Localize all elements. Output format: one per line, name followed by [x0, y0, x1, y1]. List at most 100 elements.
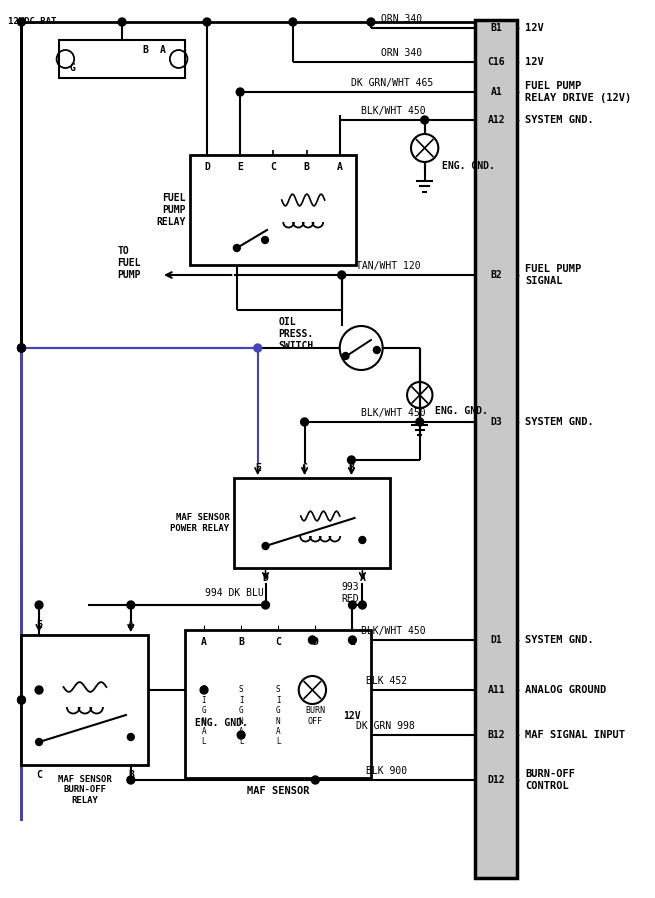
- Text: TAN/WHT 120: TAN/WHT 120: [356, 261, 421, 271]
- Text: E: E: [36, 620, 42, 630]
- Text: FUEL PUMP
RELAY DRIVE (12V): FUEL PUMP RELAY DRIVE (12V): [525, 81, 631, 102]
- Text: 994 DK BLU: 994 DK BLU: [205, 588, 264, 598]
- Circle shape: [18, 344, 26, 352]
- Circle shape: [289, 18, 297, 26]
- Text: 12V: 12V: [525, 23, 544, 33]
- Text: D: D: [312, 637, 318, 647]
- Text: A: A: [201, 637, 207, 647]
- Text: S
I
G
N
A
L: S I G N A L: [202, 685, 206, 746]
- Text: A: A: [128, 620, 134, 630]
- Bar: [22, 635, 149, 765]
- Text: C: C: [36, 770, 42, 780]
- Circle shape: [203, 18, 211, 26]
- Circle shape: [261, 601, 269, 609]
- Text: 12V: 12V: [344, 711, 361, 721]
- Circle shape: [233, 244, 240, 251]
- Text: DK GRN 998: DK GRN 998: [356, 721, 415, 731]
- Text: MAF SENSOR
POWER RELAY: MAF SENSOR POWER RELAY: [170, 514, 229, 533]
- Circle shape: [35, 686, 43, 694]
- Text: MAF SIGNAL INPUT: MAF SIGNAL INPUT: [525, 730, 626, 740]
- Text: D: D: [204, 162, 210, 172]
- Text: A: A: [337, 162, 343, 172]
- Text: B: B: [348, 463, 354, 473]
- Circle shape: [18, 696, 26, 704]
- Text: C: C: [271, 162, 276, 172]
- Circle shape: [262, 542, 269, 550]
- Text: ENG. GND.: ENG. GND.: [195, 718, 248, 728]
- Text: C: C: [302, 463, 307, 473]
- Text: B2: B2: [491, 270, 502, 280]
- Circle shape: [348, 601, 356, 609]
- Text: MAF SENSOR
BURN-OFF
RELAY: MAF SENSOR BURN-OFF RELAY: [58, 775, 112, 805]
- Text: ANALOG GROUND: ANALOG GROUND: [525, 685, 607, 695]
- Text: BLK 452: BLK 452: [366, 676, 407, 686]
- Text: 12VDC BAT: 12VDC BAT: [8, 17, 56, 27]
- Text: A1: A1: [491, 87, 502, 97]
- Circle shape: [18, 18, 26, 26]
- Bar: [476, 20, 517, 878]
- Text: D: D: [263, 573, 269, 583]
- Text: DK GRN/WHT 465: DK GRN/WHT 465: [352, 78, 434, 88]
- Circle shape: [127, 601, 135, 609]
- Bar: [191, 155, 356, 265]
- Text: SYSTEM GND.: SYSTEM GND.: [525, 635, 594, 645]
- Text: G: G: [69, 63, 75, 73]
- Text: S
I
G
N
A
L: S I G N A L: [239, 685, 244, 746]
- Text: E: E: [350, 637, 356, 647]
- Text: FUEL PUMP
SIGNAL: FUEL PUMP SIGNAL: [525, 264, 582, 286]
- Text: ORN 340: ORN 340: [381, 14, 422, 24]
- Text: E: E: [255, 463, 261, 473]
- Text: A12: A12: [487, 115, 505, 125]
- Text: B: B: [304, 162, 309, 172]
- Circle shape: [200, 686, 208, 694]
- Circle shape: [338, 271, 346, 279]
- Text: SYSTEM GND.: SYSTEM GND.: [525, 417, 594, 427]
- Text: B1: B1: [491, 23, 502, 33]
- Circle shape: [261, 236, 269, 243]
- Text: 12V: 12V: [525, 57, 544, 67]
- Text: SYSTEM GND.: SYSTEM GND.: [525, 115, 594, 125]
- Text: BLK/WHT 450: BLK/WHT 450: [361, 106, 426, 116]
- Circle shape: [35, 738, 43, 745]
- Text: E: E: [237, 162, 243, 172]
- Circle shape: [421, 116, 428, 124]
- Text: A: A: [160, 45, 166, 55]
- Text: B12: B12: [487, 730, 505, 740]
- Text: BURN-OFF
CONTROL: BURN-OFF CONTROL: [525, 770, 575, 791]
- Circle shape: [301, 418, 309, 426]
- Text: TO
FUEL
PUMP: TO FUEL PUMP: [117, 246, 141, 279]
- Circle shape: [236, 88, 244, 96]
- Bar: [185, 630, 371, 778]
- Text: 993
RED: 993 RED: [342, 582, 360, 603]
- Circle shape: [309, 636, 316, 644]
- Circle shape: [18, 344, 26, 352]
- Circle shape: [18, 344, 26, 352]
- Text: BLK/WHT 450: BLK/WHT 450: [361, 408, 426, 418]
- Circle shape: [127, 734, 134, 741]
- Bar: [58, 40, 185, 78]
- Text: C: C: [275, 637, 281, 647]
- Text: B: B: [128, 770, 134, 780]
- Circle shape: [342, 353, 349, 359]
- Circle shape: [127, 776, 135, 784]
- Circle shape: [35, 601, 43, 609]
- Text: MAF SENSOR: MAF SENSOR: [247, 786, 309, 796]
- Circle shape: [358, 601, 366, 609]
- Circle shape: [348, 456, 356, 464]
- Text: ENG. GND.: ENG. GND.: [442, 161, 495, 171]
- Circle shape: [416, 418, 424, 426]
- Text: ORN 340: ORN 340: [381, 48, 422, 58]
- Text: B: B: [238, 637, 244, 647]
- Circle shape: [373, 347, 381, 354]
- Text: B: B: [142, 45, 148, 55]
- Text: BURN
OFF: BURN OFF: [305, 707, 326, 726]
- Circle shape: [348, 636, 356, 644]
- Circle shape: [237, 731, 245, 739]
- Text: A11: A11: [487, 685, 505, 695]
- Text: ENG. GND.: ENG. GND.: [436, 406, 488, 416]
- Text: FUEL
PUMP
RELAY: FUEL PUMP RELAY: [156, 193, 185, 226]
- Text: C16: C16: [487, 57, 505, 67]
- Circle shape: [254, 344, 261, 352]
- Circle shape: [367, 18, 375, 26]
- Circle shape: [118, 18, 126, 26]
